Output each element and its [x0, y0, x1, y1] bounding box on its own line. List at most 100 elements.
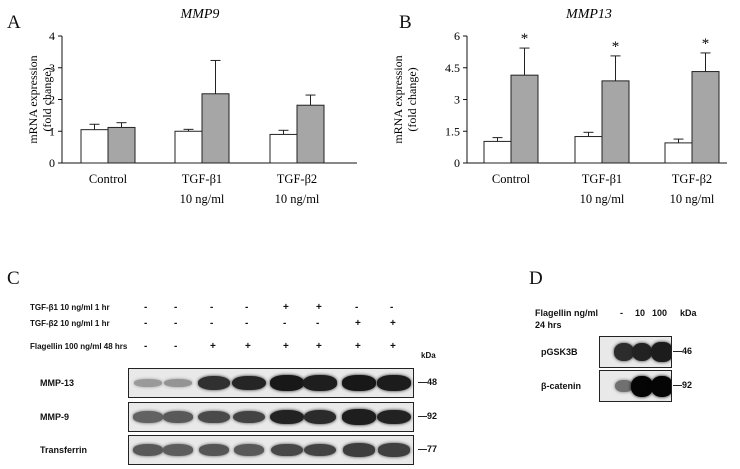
- lane-sign: +: [355, 318, 361, 329]
- panel-label-c: C: [7, 268, 20, 289]
- lane-sign: -: [210, 318, 214, 329]
- blot-row-label: MMP-9: [40, 412, 69, 422]
- lane-label: -: [620, 308, 623, 318]
- y-tick-label: 3: [454, 93, 460, 107]
- bar-series-2: [510, 74, 539, 164]
- y-axis-label: mRNA expression: [391, 55, 405, 143]
- kda-header: kDa: [680, 308, 697, 318]
- blot-band: [631, 375, 653, 397]
- chart-title: MMP13: [565, 7, 612, 22]
- blot-band: [162, 411, 194, 423]
- blot-band: [134, 379, 162, 387]
- blot-band: [132, 444, 164, 456]
- blot-band: [270, 375, 304, 391]
- blot-d-header: Flagellin ng/ml: [535, 308, 599, 318]
- lane-sign: -: [174, 302, 178, 313]
- x-tick-label: Control: [492, 172, 531, 186]
- blot-band: [233, 444, 265, 456]
- blot-band: [162, 444, 194, 456]
- blot-band: [377, 375, 411, 391]
- blot-row-label: pGSK3B: [541, 347, 578, 357]
- lane-sign: -: [390, 302, 394, 313]
- bar-series-1: [174, 130, 203, 164]
- blot-band: [271, 443, 303, 457]
- panel-label-a: A: [7, 12, 21, 33]
- bar-series-1: [80, 129, 109, 164]
- x-tick-label: 10 ng/ml: [670, 192, 715, 206]
- blot-band: [342, 375, 376, 391]
- bar-series-1: [483, 140, 512, 164]
- blot-band: [303, 375, 337, 391]
- y-tick-label: 4: [49, 29, 55, 43]
- blot-band: [304, 443, 336, 457]
- blot-strip: [128, 435, 414, 465]
- lane-sign: +: [355, 341, 361, 352]
- blot-strip: [599, 370, 672, 402]
- y-tick-label: 0: [454, 156, 460, 170]
- lane-sign: -: [144, 302, 148, 313]
- lane-sign: -: [174, 318, 178, 329]
- kda-marker: —92: [673, 380, 693, 390]
- blot-band: [198, 444, 230, 456]
- blot-band: [198, 410, 230, 424]
- x-tick-label: 10 ng/ml: [180, 192, 225, 206]
- bar-series-2: [601, 80, 630, 164]
- blot-band: [233, 410, 265, 424]
- blot-band: [377, 409, 411, 425]
- lane-sign: -: [144, 341, 148, 352]
- y-tick-label: 6: [454, 29, 460, 43]
- kda-marker: —46: [673, 346, 693, 356]
- chart-mmp13: MMP13 mRNA expression (fold change) 0 1.5 3 4.…: [391, 7, 727, 206]
- blot-band: [232, 375, 266, 391]
- condition-label: TGF-β2 10 ng/ml 1 hr: [30, 319, 110, 328]
- blot-strip: [128, 368, 414, 398]
- lane-sign: +: [390, 341, 396, 352]
- lane-sign: +: [283, 302, 289, 313]
- lane-sign: +: [210, 341, 216, 352]
- condition-label: Flagellin 100 ng/ml 48 hrs: [30, 342, 128, 351]
- bar-series-2: [107, 126, 136, 164]
- blot-band: [197, 375, 231, 390]
- condition-label: TGF-β1 10 ng/ml 1 hr: [30, 303, 110, 312]
- blot-band: [613, 343, 635, 361]
- kda-marker: —77: [418, 444, 438, 454]
- blot-band: [378, 443, 410, 457]
- lane-sign: -: [210, 302, 214, 313]
- panel-label-b: B: [399, 12, 412, 33]
- y-tick-label: 4.5: [445, 61, 460, 75]
- lane-sign: -: [316, 318, 320, 329]
- x-tick-label: TGF-β1: [582, 172, 622, 186]
- y-axis-label: (fold change): [405, 67, 419, 131]
- x-tick-label: Control: [89, 172, 128, 186]
- lane-label: 10: [635, 308, 646, 318]
- lane-sign: -: [174, 341, 178, 352]
- significance-marker: *: [702, 36, 710, 52]
- x-tick-label: 10 ng/ml: [580, 192, 625, 206]
- significance-marker: *: [521, 31, 529, 47]
- lane-sign: +: [316, 341, 322, 352]
- blot-row-label: MMP-13: [40, 378, 75, 388]
- blot-band: [631, 342, 653, 362]
- x-tick-label: 10 ng/ml: [275, 192, 320, 206]
- kda-marker: —92: [418, 411, 438, 421]
- bar-series-2: [296, 104, 325, 164]
- blot-band: [303, 409, 337, 425]
- y-tick-label: 0: [49, 156, 55, 170]
- blot-row-label: Transferrin: [40, 445, 88, 455]
- lane-sign: -: [245, 318, 249, 329]
- y-tick-label: 1: [49, 124, 55, 138]
- y-tick-label: 1.5: [445, 124, 460, 138]
- lane-sign: +: [245, 341, 251, 352]
- lane-sign: -: [245, 302, 249, 313]
- bar-series-1: [574, 136, 603, 164]
- panel-label-d: D: [529, 268, 543, 289]
- lane-sign: +: [283, 341, 289, 352]
- lane-sign: -: [144, 318, 148, 329]
- blot-band: [270, 409, 304, 425]
- chart-mmp9: MMP9 mRNA expression (fold change) 0 1 2 3 4 Con…: [26, 7, 357, 206]
- x-tick-label: TGF-β2: [672, 172, 712, 186]
- blot-band: [651, 342, 671, 362]
- lane-sign: +: [316, 302, 322, 313]
- blot-band: [615, 379, 633, 393]
- bar-series-2: [201, 93, 230, 164]
